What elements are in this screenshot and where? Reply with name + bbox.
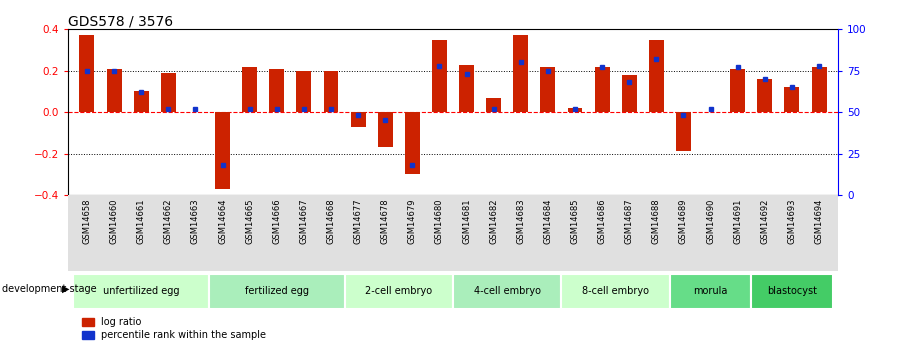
Text: morula: morula [693,286,728,296]
Text: GSM14682: GSM14682 [489,199,498,244]
Text: GSM14677: GSM14677 [353,199,362,244]
Text: development stage: development stage [2,284,96,294]
Text: ▶: ▶ [62,284,69,294]
Legend: log ratio, percentile rank within the sample: log ratio, percentile rank within the sa… [82,317,266,340]
Text: GSM14684: GSM14684 [544,199,553,244]
Text: GSM14683: GSM14683 [516,199,525,244]
Bar [134,91,149,112]
Bar [459,65,474,112]
Text: GSM14688: GSM14688 [652,199,660,244]
Bar [378,112,392,147]
Text: GSM14660: GSM14660 [110,199,119,244]
Text: GDS578 / 3576: GDS578 / 3576 [68,14,173,28]
Text: GSM14691: GSM14691 [733,199,742,244]
Bar [351,112,365,127]
Text: GSM14667: GSM14667 [299,199,308,244]
Bar [405,112,419,174]
Bar [73,274,209,308]
Text: GSM14693: GSM14693 [787,199,796,244]
Bar [323,71,339,112]
Text: GSM14686: GSM14686 [598,199,607,244]
Bar [514,34,528,112]
Bar [161,73,176,112]
Bar [541,67,555,112]
Text: GSM14668: GSM14668 [326,199,335,244]
Text: GSM14694: GSM14694 [814,199,824,244]
Text: GSM14692: GSM14692 [760,199,769,244]
Text: blastocyst: blastocyst [767,286,817,296]
Text: 2-cell embryo: 2-cell embryo [365,286,432,296]
Bar [676,112,691,151]
Bar [670,274,751,308]
Text: GSM14661: GSM14661 [137,199,146,244]
Bar [215,112,230,189]
Bar [594,67,610,112]
Text: GSM14665: GSM14665 [246,199,254,244]
Bar [269,69,284,112]
Bar [649,40,664,112]
Bar [812,67,826,112]
Bar [296,71,312,112]
Text: GSM14685: GSM14685 [571,199,580,244]
Text: GSM14681: GSM14681 [462,199,471,244]
Text: GSM14687: GSM14687 [625,199,634,244]
Bar [757,79,772,112]
Bar [567,108,583,112]
Text: unfertilized egg: unfertilized egg [103,286,179,296]
Bar [432,40,447,112]
Text: GSM14666: GSM14666 [272,199,281,244]
Bar [751,274,833,308]
Text: GSM14664: GSM14664 [218,199,227,244]
Text: GSM14679: GSM14679 [408,199,417,244]
Bar [562,274,670,308]
Text: 8-cell embryo: 8-cell embryo [583,286,650,296]
Bar [80,34,94,112]
Bar [209,274,344,308]
Text: fertilized egg: fertilized egg [245,286,309,296]
Text: GSM14662: GSM14662 [164,199,173,244]
Bar [487,98,501,112]
Text: GSM14663: GSM14663 [191,199,200,244]
Bar [242,67,257,112]
Bar [107,69,121,112]
Text: GSM14680: GSM14680 [435,199,444,244]
Bar [344,274,453,308]
Bar [622,75,637,112]
Text: 4-cell embryo: 4-cell embryo [474,286,541,296]
Bar [453,274,562,308]
Text: GSM14689: GSM14689 [679,199,688,244]
Bar [730,69,745,112]
Bar [785,87,799,112]
Text: GSM14678: GSM14678 [381,199,390,244]
Text: GSM14690: GSM14690 [706,199,715,244]
Text: GSM14658: GSM14658 [82,199,92,244]
